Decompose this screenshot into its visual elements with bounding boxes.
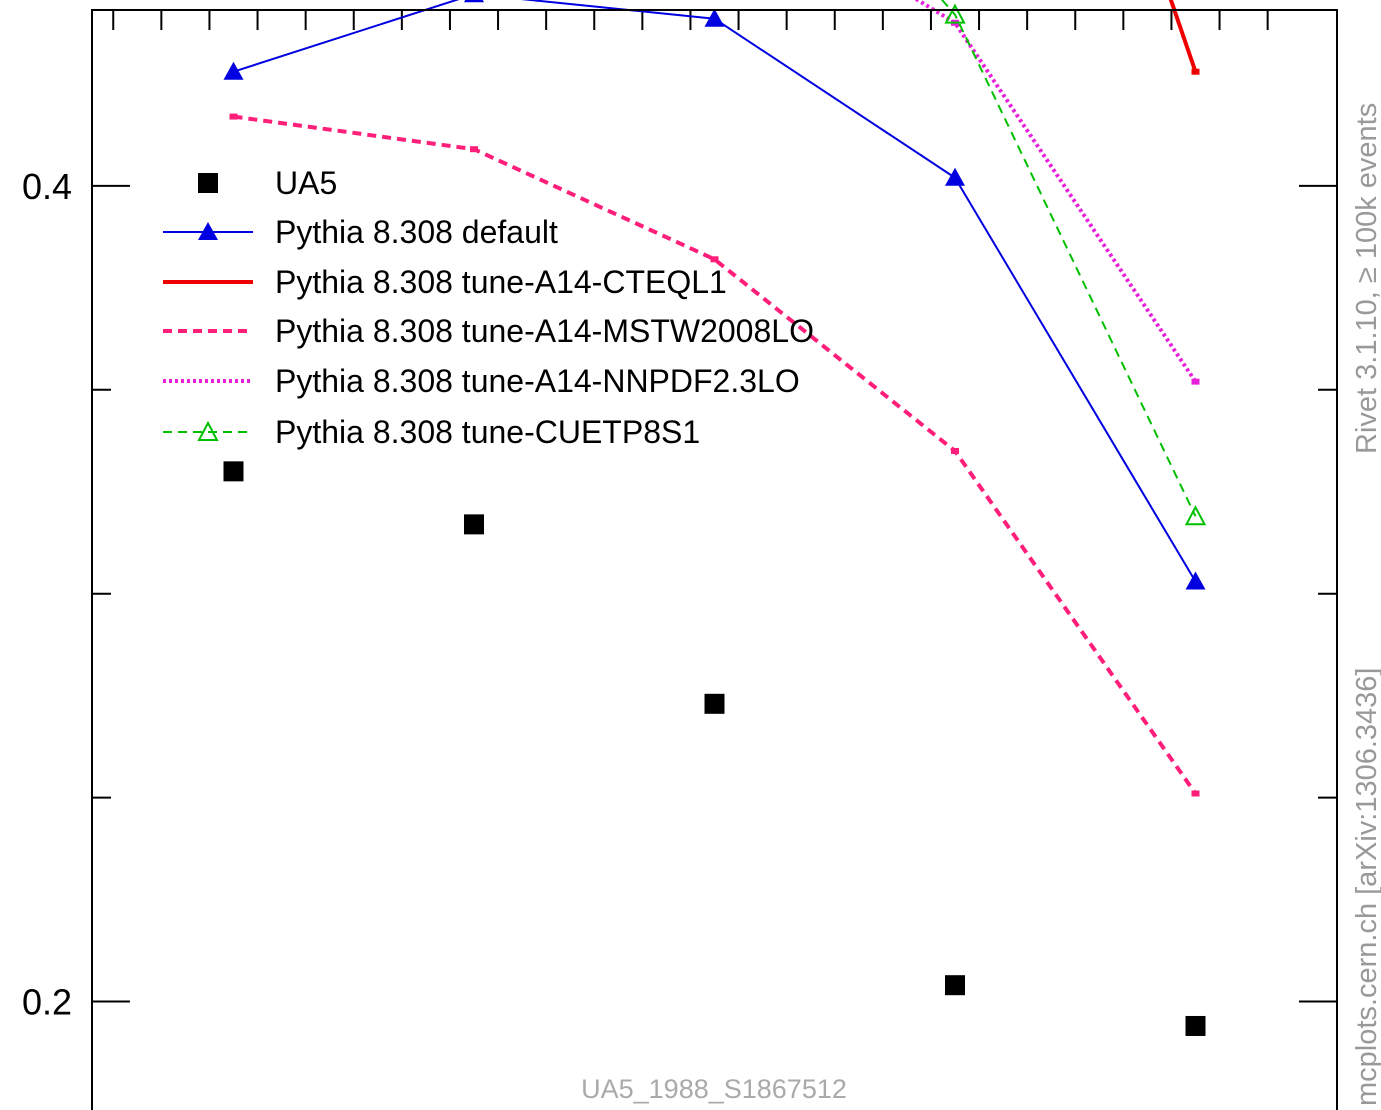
data-point bbox=[1185, 1015, 1206, 1036]
legend-entry: UA5 bbox=[198, 165, 337, 201]
data-point bbox=[945, 167, 965, 186]
y-tick-label: 0.4 bbox=[22, 166, 72, 207]
data-point bbox=[945, 975, 965, 996]
data-point bbox=[944, 3, 966, 24]
data-point bbox=[704, 8, 725, 27]
data-point bbox=[464, 514, 484, 535]
legend: UA5 Pythia 8.308 default Pythia 8.308 tune… bbox=[163, 165, 814, 450]
analysis-id-watermark: UA5_1988_S1867512 bbox=[581, 1074, 847, 1104]
legend-label: UA5 bbox=[275, 165, 337, 201]
data-point bbox=[223, 461, 244, 482]
legend-entry: Pythia 8.308 tune-A14-CTEQL1 bbox=[163, 264, 727, 300]
y-tick-labels: 0.20.40.60.811.21.4 bbox=[22, 166, 72, 1023]
y-tick-label: 0.2 bbox=[22, 982, 72, 1023]
legend-label: Pythia 8.308 tune-A14-MSTW2008LO bbox=[275, 313, 814, 349]
series-pythia-8-308-tune-a14-cteql1 bbox=[1168, 0, 1200, 75]
data-point bbox=[223, 61, 244, 80]
legend-marker bbox=[198, 222, 218, 240]
data-point bbox=[951, 447, 959, 454]
legend-marker bbox=[198, 173, 218, 193]
axis-ticks bbox=[92, 10, 1337, 1003]
data-point bbox=[464, 0, 484, 3]
data-point bbox=[1191, 790, 1200, 797]
data-point bbox=[704, 693, 725, 714]
series-pythia-8-308-tune-a14-mstw2008lo bbox=[229, 113, 1200, 797]
series-pythia-8-308-default bbox=[223, 0, 1206, 590]
legend-entry: Pythia 8.308 tune-CUETP8S1 bbox=[163, 414, 700, 450]
data-point bbox=[1184, 505, 1207, 526]
series-pythia-8-308-tune-cuetp8s1 bbox=[940, 0, 1207, 526]
legend-marker bbox=[197, 420, 219, 441]
data-point bbox=[229, 113, 238, 120]
data-point bbox=[1185, 571, 1206, 590]
rivet-version-label: Rivet 3.1.10, ≥ 100k events bbox=[1351, 103, 1381, 454]
legend-entry: Pythia 8.308 default bbox=[163, 214, 558, 250]
mcplots-source-label: mcplots.cern.ch [arXiv:1306.3436] bbox=[1351, 668, 1381, 1106]
data-point bbox=[470, 146, 478, 153]
legend-label: Pythia 8.308 tune-A14-NNPDF2.3LO bbox=[275, 363, 800, 399]
legend-label: Pythia 8.308 tune-CUETP8S1 bbox=[275, 414, 700, 450]
series-layer bbox=[223, 0, 1207, 1036]
plot-frame bbox=[91, 9, 1338, 1110]
legend-label: Pythia 8.308 default bbox=[275, 214, 558, 250]
series-ua5 bbox=[223, 461, 1206, 1036]
data-point bbox=[1191, 68, 1200, 75]
legend-label: Pythia 8.308 tune-A14-CTEQL1 bbox=[275, 264, 727, 300]
data-point bbox=[1191, 378, 1200, 385]
legend-entry: Pythia 8.308 tune-A14-MSTW2008LO bbox=[163, 313, 814, 349]
legend-entry: Pythia 8.308 tune-A14-NNPDF2.3LO bbox=[163, 363, 800, 399]
data-point bbox=[710, 256, 719, 263]
